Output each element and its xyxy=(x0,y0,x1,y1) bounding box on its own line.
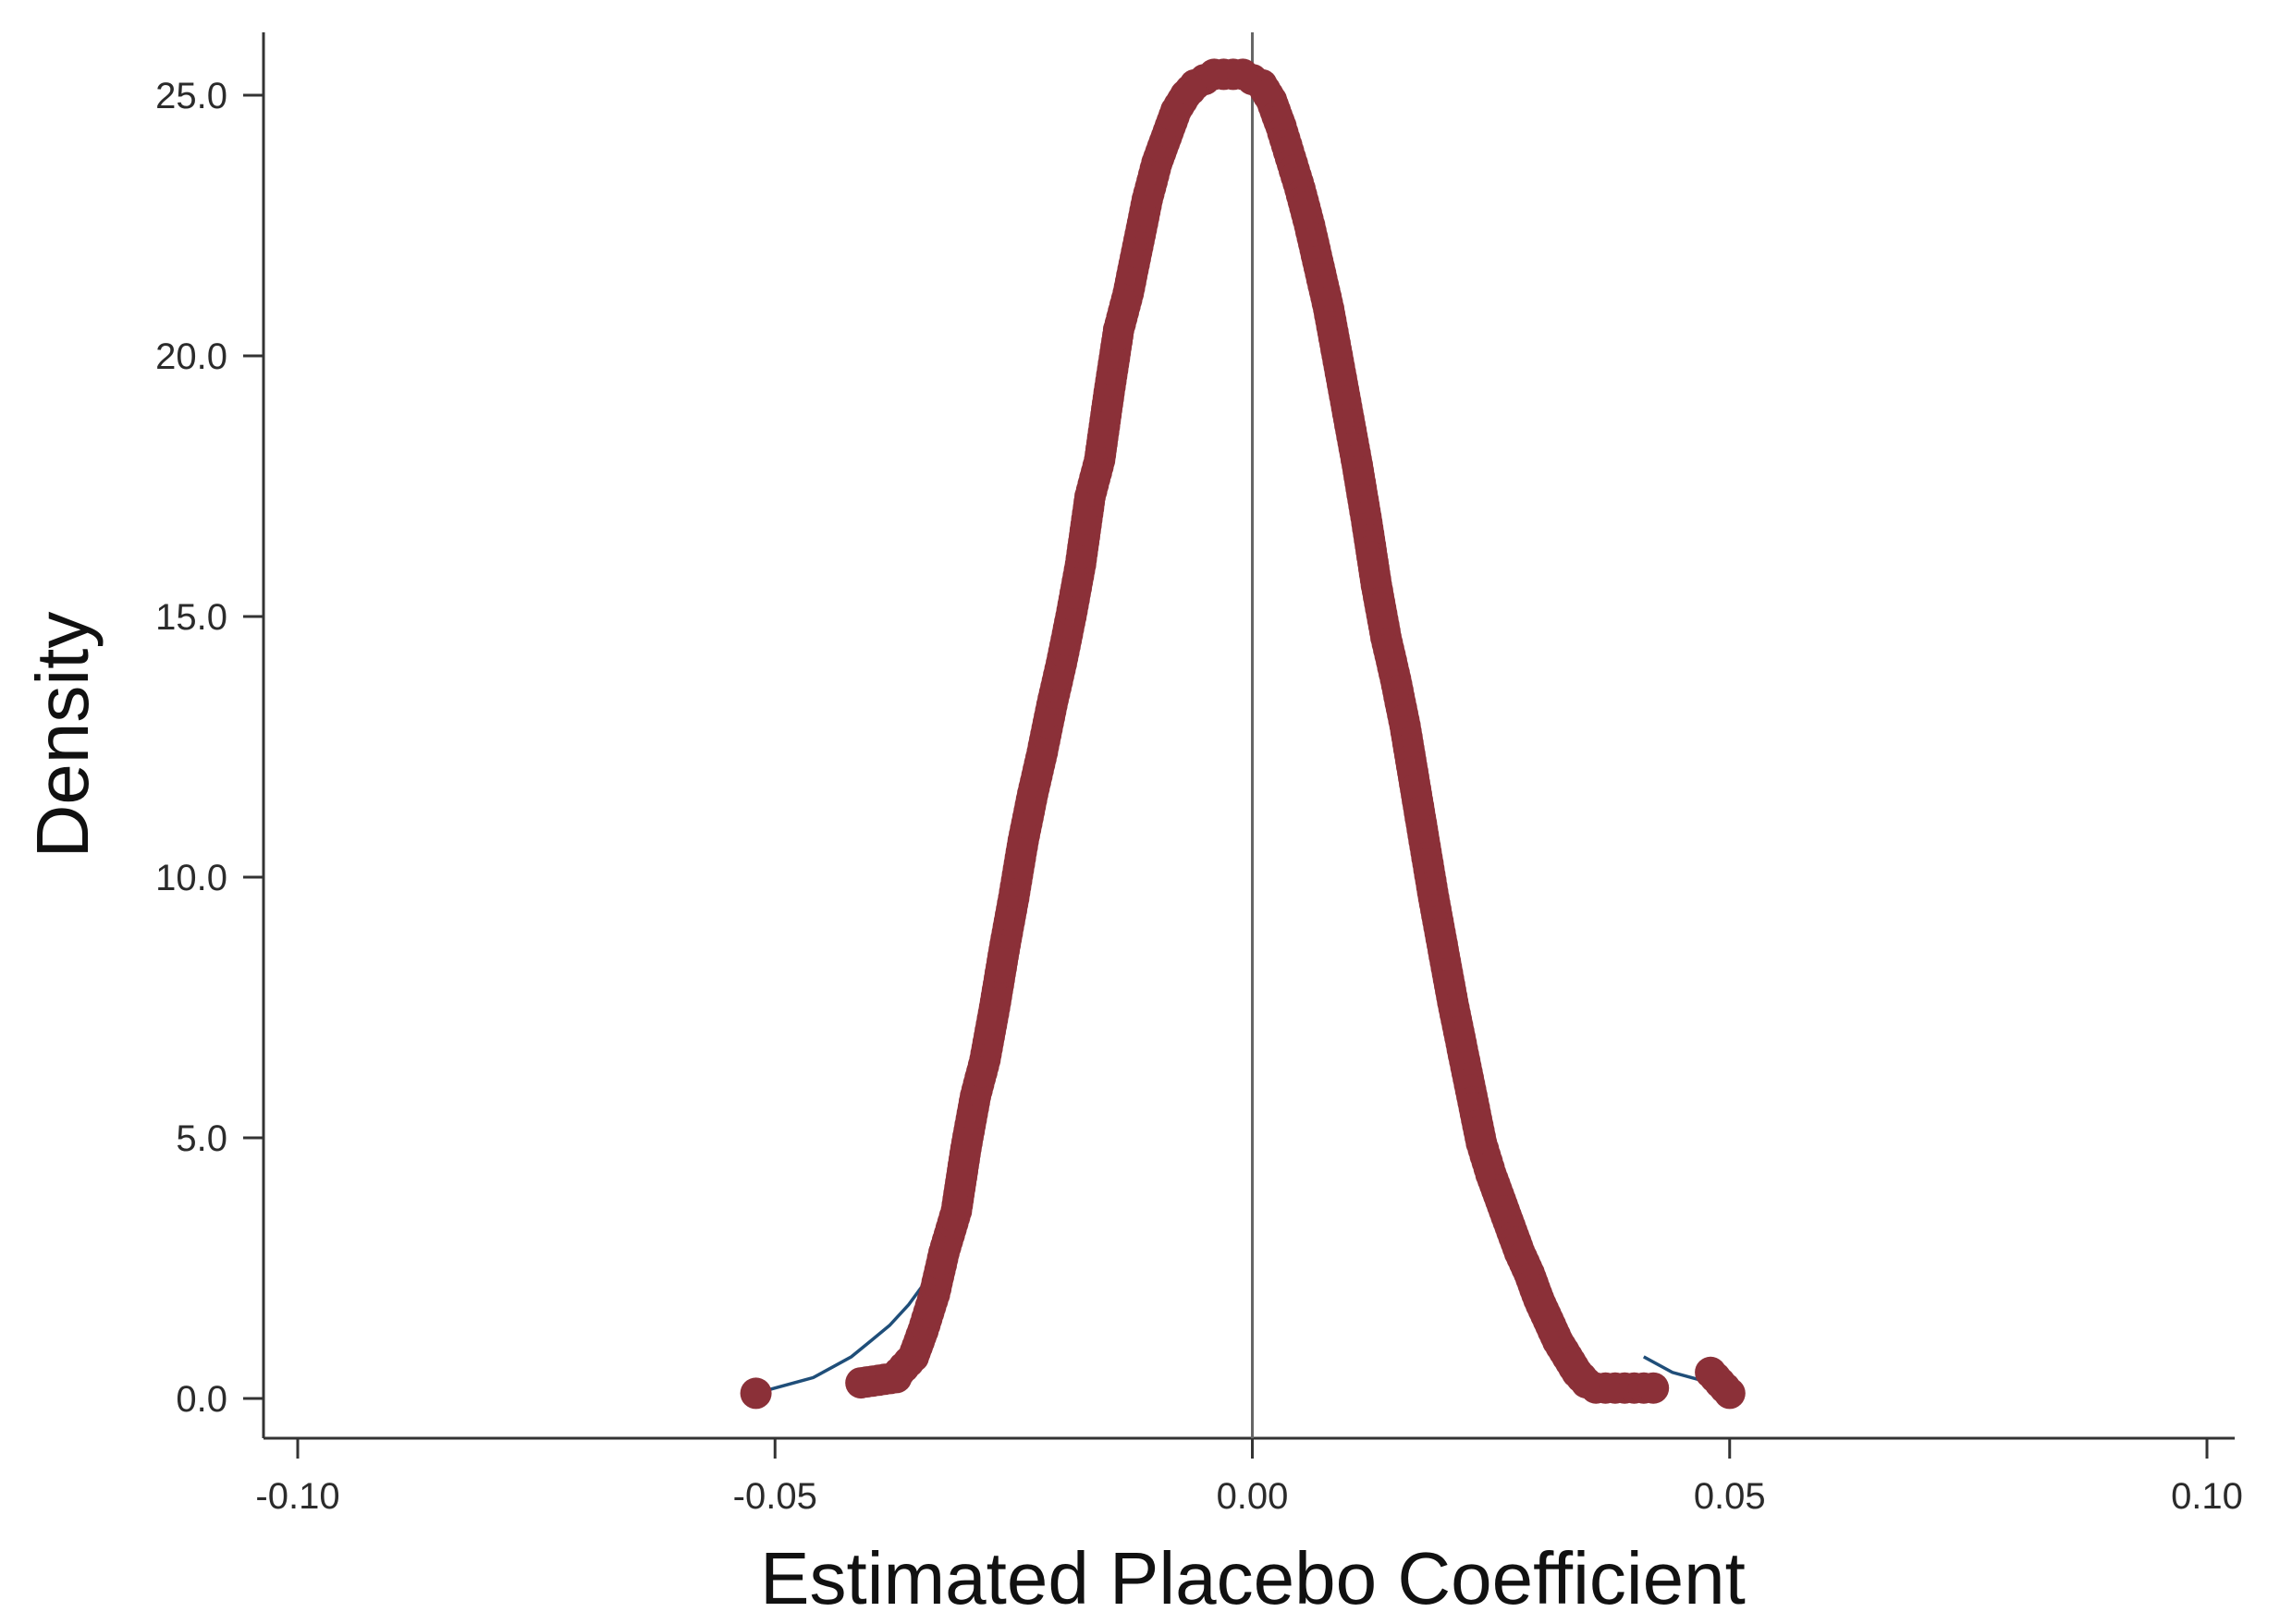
x-tick-label: 0.10 xyxy=(2171,1476,2243,1517)
data-point xyxy=(1709,1372,1741,1404)
y-tick-label: 0.0 xyxy=(176,1379,227,1420)
x-tick-label: -0.10 xyxy=(255,1476,339,1517)
x-tick-label: 0.05 xyxy=(1694,1476,1766,1517)
points-group xyxy=(740,58,1746,1410)
y-tick-label: 25.0 xyxy=(155,76,227,116)
data-point xyxy=(1174,74,1207,106)
y-axis-title: Density xyxy=(21,612,104,859)
y-tick-label: 5.0 xyxy=(176,1118,227,1159)
x-tick-label: 0.00 xyxy=(1217,1476,1289,1517)
x-tick-label: -0.05 xyxy=(733,1476,817,1517)
y-tick-label: 15.0 xyxy=(155,597,227,638)
axes-group xyxy=(262,32,2235,1440)
data-point xyxy=(1565,1361,1598,1394)
y-tick-label: 20.0 xyxy=(155,336,227,377)
data-point xyxy=(740,1377,772,1410)
fitted-curve-line xyxy=(755,1262,939,1396)
ticks-group: -0.10 -0.05 0.00 0.05 0.10 0.0 5.0 10.0 15.0 20.0… xyxy=(155,76,2243,1517)
data-point xyxy=(1637,1372,1670,1404)
x-axis-title: Estimated Placebo Coefficient xyxy=(760,1537,1746,1619)
y-tick-label: 10.0 xyxy=(155,858,227,898)
